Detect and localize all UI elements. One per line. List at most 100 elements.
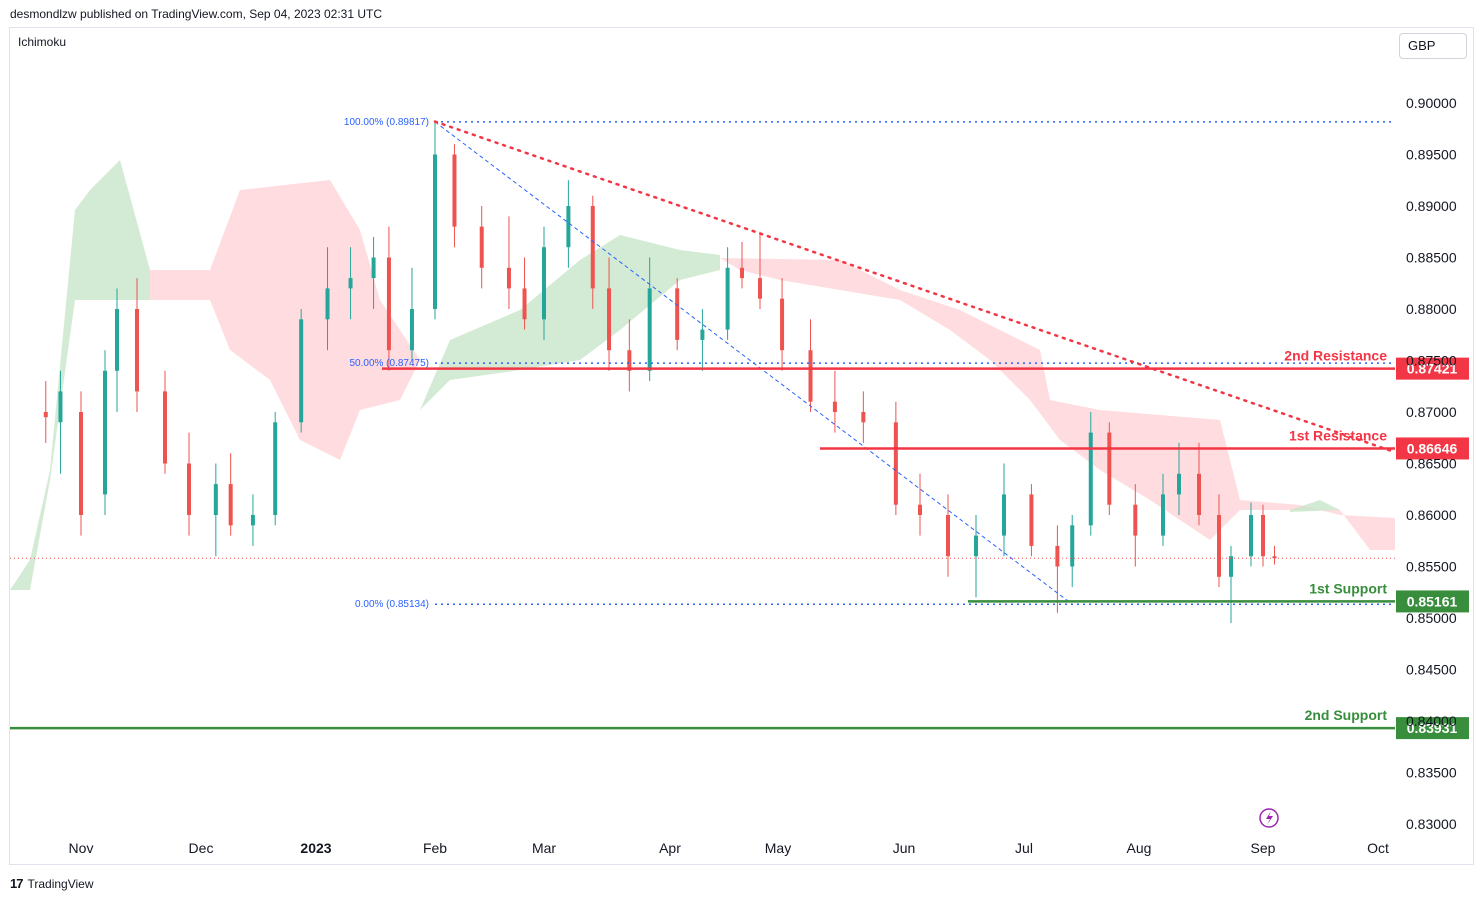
candle-body bbox=[808, 350, 813, 402]
candle[interactable] bbox=[946, 494, 950, 577]
indicator-label[interactable]: Ichimoku bbox=[18, 35, 67, 49]
candle[interactable] bbox=[1197, 442, 1201, 526]
candle-body bbox=[1272, 556, 1277, 559]
candle-body bbox=[386, 257, 391, 351]
x-axis-tick-label: Jun bbox=[893, 840, 916, 856]
candle[interactable] bbox=[1070, 515, 1075, 588]
candle[interactable] bbox=[758, 231, 762, 309]
x-axis-tick-label: Aug bbox=[1127, 840, 1152, 856]
candle-body bbox=[675, 288, 680, 340]
candle[interactable] bbox=[452, 144, 457, 248]
candle[interactable] bbox=[213, 463, 218, 557]
candle-body bbox=[590, 206, 595, 289]
candle[interactable] bbox=[647, 257, 652, 382]
candle[interactable] bbox=[228, 453, 233, 536]
candle-body bbox=[187, 463, 191, 515]
descending-trendline[interactable] bbox=[433, 120, 1397, 454]
candle-body bbox=[627, 350, 632, 371]
candle[interactable] bbox=[371, 236, 376, 309]
candle-body bbox=[348, 278, 353, 289]
ichimoku-cloud-bearish-2 bbox=[720, 258, 1395, 550]
candle[interactable] bbox=[115, 288, 119, 412]
candle[interactable] bbox=[348, 247, 353, 320]
candle[interactable] bbox=[325, 247, 330, 351]
level-name-label: 1st Resistance bbox=[1289, 427, 1387, 443]
candle[interactable] bbox=[918, 473, 922, 536]
candle[interactable] bbox=[522, 257, 527, 330]
candle[interactable] bbox=[566, 180, 571, 268]
price-tag-label: 0.87421 bbox=[1407, 361, 1458, 377]
candle[interactable] bbox=[1177, 442, 1181, 515]
candle[interactable] bbox=[832, 370, 837, 433]
candle-body bbox=[542, 247, 546, 320]
ichimoku-cloud-bullish-2 bbox=[420, 235, 720, 410]
candle[interactable] bbox=[273, 412, 278, 526]
candle[interactable] bbox=[542, 226, 546, 340]
candle[interactable] bbox=[700, 309, 705, 371]
candle[interactable] bbox=[974, 515, 978, 598]
candle[interactable] bbox=[1107, 422, 1112, 515]
x-axis-tick-label: 2023 bbox=[300, 840, 331, 856]
candle-body bbox=[832, 401, 837, 412]
candle[interactable] bbox=[1029, 484, 1034, 557]
candle-body bbox=[1249, 515, 1253, 557]
x-axis-tick-label: Feb bbox=[423, 840, 447, 856]
candle[interactable] bbox=[590, 195, 595, 309]
candle[interactable] bbox=[1249, 502, 1253, 567]
candle-body bbox=[1055, 545, 1060, 567]
candle-body bbox=[1161, 494, 1165, 536]
price-tag bbox=[1396, 590, 1469, 613]
x-axis-tick-label: Nov bbox=[69, 840, 94, 856]
footer-brand[interactable]: 17 TradingView bbox=[10, 876, 94, 891]
candle[interactable] bbox=[607, 257, 612, 371]
candle[interactable] bbox=[740, 242, 744, 289]
candle[interactable] bbox=[861, 391, 866, 443]
y-axis-tick-label: 0.84500 bbox=[1406, 662, 1457, 678]
candle-body bbox=[103, 370, 107, 495]
candle[interactable] bbox=[1229, 545, 1233, 624]
candle[interactable] bbox=[409, 267, 414, 361]
candle-body bbox=[893, 422, 898, 505]
candle-body bbox=[479, 226, 484, 268]
candle-body bbox=[1070, 525, 1075, 567]
candle[interactable] bbox=[187, 432, 191, 536]
lightning-icon[interactable] bbox=[1259, 808, 1279, 828]
candle[interactable] bbox=[1217, 494, 1221, 588]
candle[interactable] bbox=[1055, 525, 1060, 613]
candle[interactable] bbox=[1133, 484, 1138, 567]
candle[interactable] bbox=[780, 278, 785, 371]
candle[interactable] bbox=[1161, 473, 1165, 546]
candle[interactable] bbox=[506, 216, 511, 309]
candle[interactable] bbox=[433, 121, 437, 320]
candle[interactable] bbox=[79, 391, 83, 536]
candle[interactable] bbox=[1002, 463, 1006, 557]
candle-body bbox=[163, 391, 167, 464]
y-axis-tick-label: 0.83500 bbox=[1406, 765, 1457, 781]
ichimoku-cloud-bullish-3 bbox=[1290, 500, 1340, 512]
candle[interactable] bbox=[675, 278, 680, 351]
candle[interactable] bbox=[43, 381, 48, 443]
candle[interactable] bbox=[808, 319, 813, 412]
candle[interactable] bbox=[725, 247, 730, 340]
candle[interactable] bbox=[386, 226, 391, 371]
level-name-label: 2nd Support bbox=[1305, 707, 1388, 723]
y-axis-tick-label: 0.86000 bbox=[1406, 507, 1457, 523]
candle[interactable] bbox=[1272, 545, 1277, 565]
candle[interactable] bbox=[627, 319, 632, 392]
candle[interactable] bbox=[893, 401, 898, 515]
fib-diagonal-line bbox=[434, 121, 1073, 605]
candle[interactable] bbox=[299, 309, 304, 433]
candle-body bbox=[1261, 515, 1265, 557]
x-axis-tick-label: Oct bbox=[1367, 840, 1389, 856]
candle[interactable] bbox=[58, 370, 63, 474]
candle[interactable] bbox=[135, 278, 139, 412]
candle[interactable] bbox=[163, 370, 167, 474]
candle[interactable] bbox=[479, 206, 484, 289]
currency-selector[interactable]: GBP bbox=[1399, 33, 1467, 59]
candle[interactable] bbox=[1261, 504, 1265, 567]
candle[interactable] bbox=[250, 494, 255, 546]
x-axis-tick-label: Dec bbox=[189, 840, 214, 856]
candle[interactable] bbox=[1088, 412, 1093, 536]
candle[interactable] bbox=[103, 350, 107, 515]
